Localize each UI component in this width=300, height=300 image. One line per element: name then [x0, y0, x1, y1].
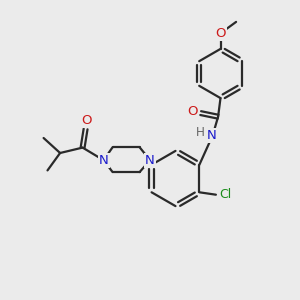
Text: Cl: Cl: [219, 188, 231, 201]
Text: O: O: [81, 114, 92, 127]
Text: N: N: [206, 129, 216, 142]
Text: O: O: [215, 27, 226, 40]
Text: O: O: [187, 105, 197, 118]
Text: N: N: [99, 154, 109, 167]
Text: H: H: [196, 126, 205, 140]
Text: N: N: [145, 154, 155, 167]
